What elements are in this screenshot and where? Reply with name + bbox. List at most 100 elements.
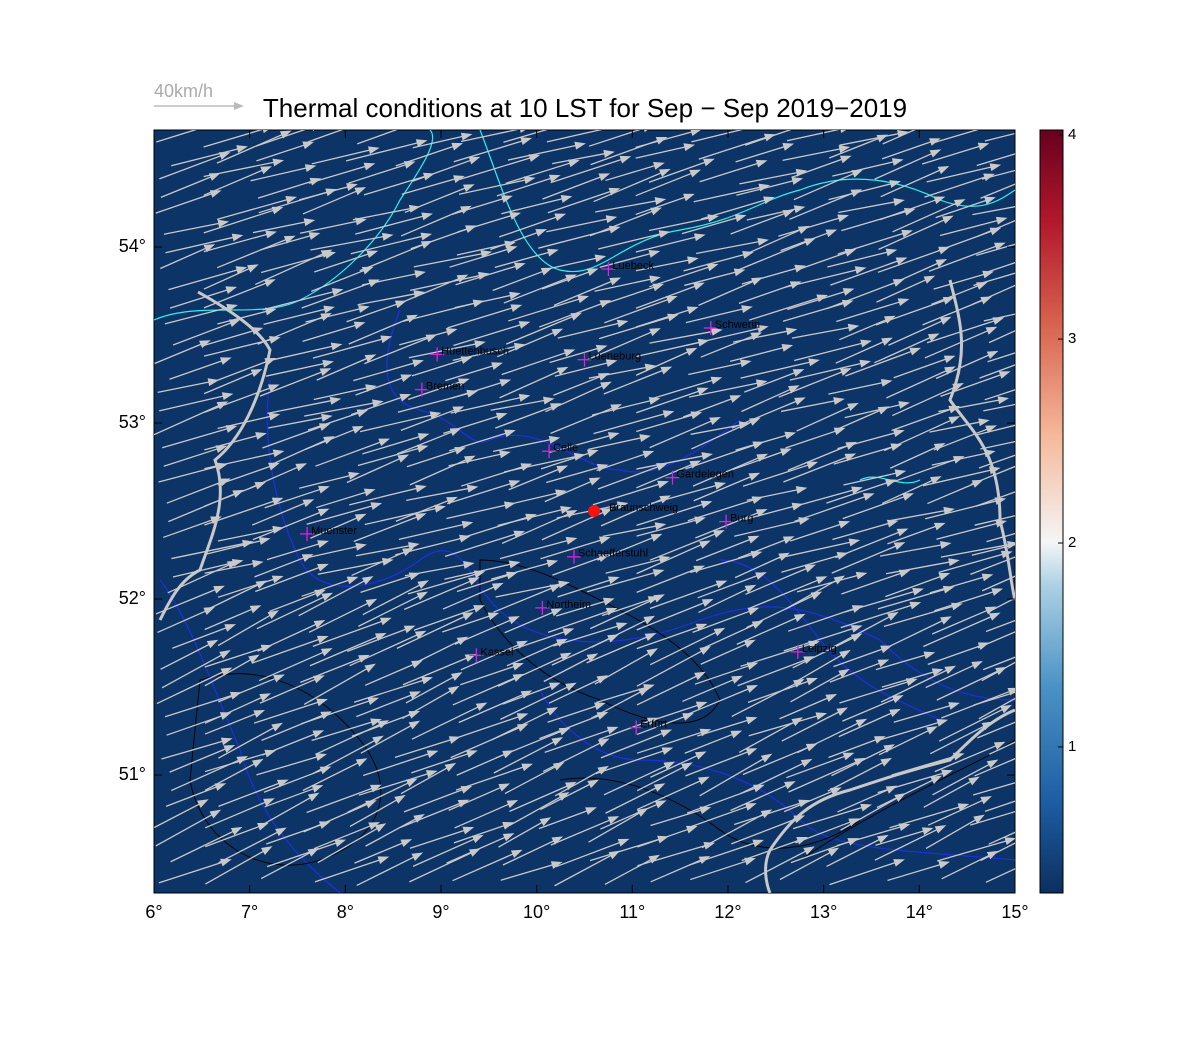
wind-arrow <box>452 851 519 882</box>
wind-arrow-head <box>901 229 913 238</box>
wind-arrow-head <box>636 807 649 817</box>
wind-arrow-head <box>409 691 421 700</box>
wind-arrow-head <box>938 861 951 869</box>
wind-arrow-head <box>462 184 475 193</box>
wind-arrow <box>780 399 841 413</box>
wind-arrow-head <box>805 743 818 752</box>
wind-arrow-head <box>697 338 710 347</box>
wind-arrow-head <box>394 794 406 804</box>
wind-arrow-head <box>687 256 699 265</box>
wind-arrow-head <box>652 569 665 577</box>
wind-arrow-head <box>219 478 231 487</box>
wind-arrow <box>988 831 1015 845</box>
wind-arrow <box>256 594 329 630</box>
wind-arrow <box>538 227 616 249</box>
wind-arrow-head <box>508 480 521 488</box>
wind-arrow-head <box>323 305 336 314</box>
wind-arrow <box>875 653 931 671</box>
wind-arrow <box>794 341 868 362</box>
wind-arrow-head <box>203 606 216 616</box>
wind-arrow-head <box>654 522 667 531</box>
wind-arrow <box>841 570 906 595</box>
wind-arrow-head <box>929 138 941 146</box>
wind-arrow-head <box>365 598 378 608</box>
wind-arrow <box>635 235 701 253</box>
wind-arrow-head <box>594 702 606 711</box>
city-label: Schwerin <box>715 319 760 331</box>
wind-arrow-head <box>304 164 317 172</box>
wind-arrow <box>833 444 898 465</box>
wind-arrow <box>602 284 660 305</box>
wind-arrow-head <box>598 173 611 181</box>
wind-arrow <box>399 275 464 304</box>
wind-arrow-head <box>320 648 333 657</box>
wind-arrow <box>495 404 558 429</box>
wind-arrow-head <box>699 806 712 815</box>
wind-arrow-head <box>399 393 412 402</box>
wind-arrow <box>636 624 703 650</box>
wind-arrow <box>928 243 1002 272</box>
wind-arrow <box>406 448 462 468</box>
wind-arrow <box>783 788 838 813</box>
wind-arrow-head <box>370 718 382 727</box>
wind-arrow-head <box>660 729 673 738</box>
wind-arrow-head <box>598 554 610 562</box>
wind-arrow <box>363 174 431 196</box>
wind-arrow <box>355 214 429 235</box>
wind-arrow-head <box>610 404 622 413</box>
wind-arrow <box>934 743 1002 773</box>
wind-arrow <box>649 418 717 449</box>
wind-arrow <box>599 718 655 741</box>
wind-arrow <box>268 416 328 429</box>
wind-arrow-head <box>273 674 285 683</box>
wind-arrow-head <box>565 536 578 545</box>
wind-arrow <box>789 190 858 220</box>
wind-arrow <box>492 437 556 452</box>
wind-arrow <box>931 607 993 635</box>
wind-arrow-head <box>883 315 896 324</box>
wind-arrow <box>735 144 790 163</box>
wind-arrow-head <box>415 139 428 147</box>
wind-arrow <box>500 862 558 881</box>
wind-arrow-head <box>315 753 327 761</box>
wind-arrow-head <box>1028 418 1040 426</box>
wind-arrow <box>922 297 988 326</box>
wind-arrow-head <box>780 448 792 457</box>
wind-arrow <box>409 828 470 849</box>
wind-arrow <box>204 646 268 668</box>
wind-arrow <box>687 497 759 522</box>
wind-arrow <box>538 808 593 830</box>
wind-arrow <box>691 419 757 450</box>
wind-arrow-head <box>751 496 764 504</box>
wind-arrow <box>257 179 317 199</box>
wind-arrow <box>402 301 480 323</box>
wind-arrow-head <box>921 827 934 835</box>
wind-arrow-head <box>885 479 897 487</box>
wind-arrow <box>592 482 665 506</box>
wind-arrow-head <box>346 183 358 191</box>
wind-arrow <box>548 676 604 704</box>
wind-arrow-head <box>463 455 476 464</box>
wind-arrow <box>925 662 979 689</box>
wind-arrow <box>744 370 800 393</box>
wind-arrow-head <box>355 217 367 226</box>
wind-arrow <box>313 251 374 273</box>
wind-arrow-head <box>207 378 220 387</box>
wind-arrow-head <box>505 245 518 254</box>
wind-arrow <box>539 713 604 740</box>
wind-arrow <box>738 719 799 754</box>
wind-arrow <box>217 359 272 381</box>
wind-arrow-head <box>425 334 438 343</box>
wind-arrow <box>365 815 421 847</box>
wind-arrow-head <box>649 275 661 284</box>
wind-arrow <box>250 166 312 182</box>
wind-arrow <box>258 794 316 828</box>
wind-arrow-head <box>840 130 847 134</box>
wind-arrow-head <box>853 757 866 767</box>
wind-arrow-head <box>307 847 320 857</box>
wind-arrow-head <box>367 697 380 705</box>
wind-arrow <box>635 258 694 272</box>
wind-arrow-head <box>848 538 861 547</box>
wind-arrow-head <box>619 155 632 164</box>
wind-arrow <box>203 370 259 395</box>
